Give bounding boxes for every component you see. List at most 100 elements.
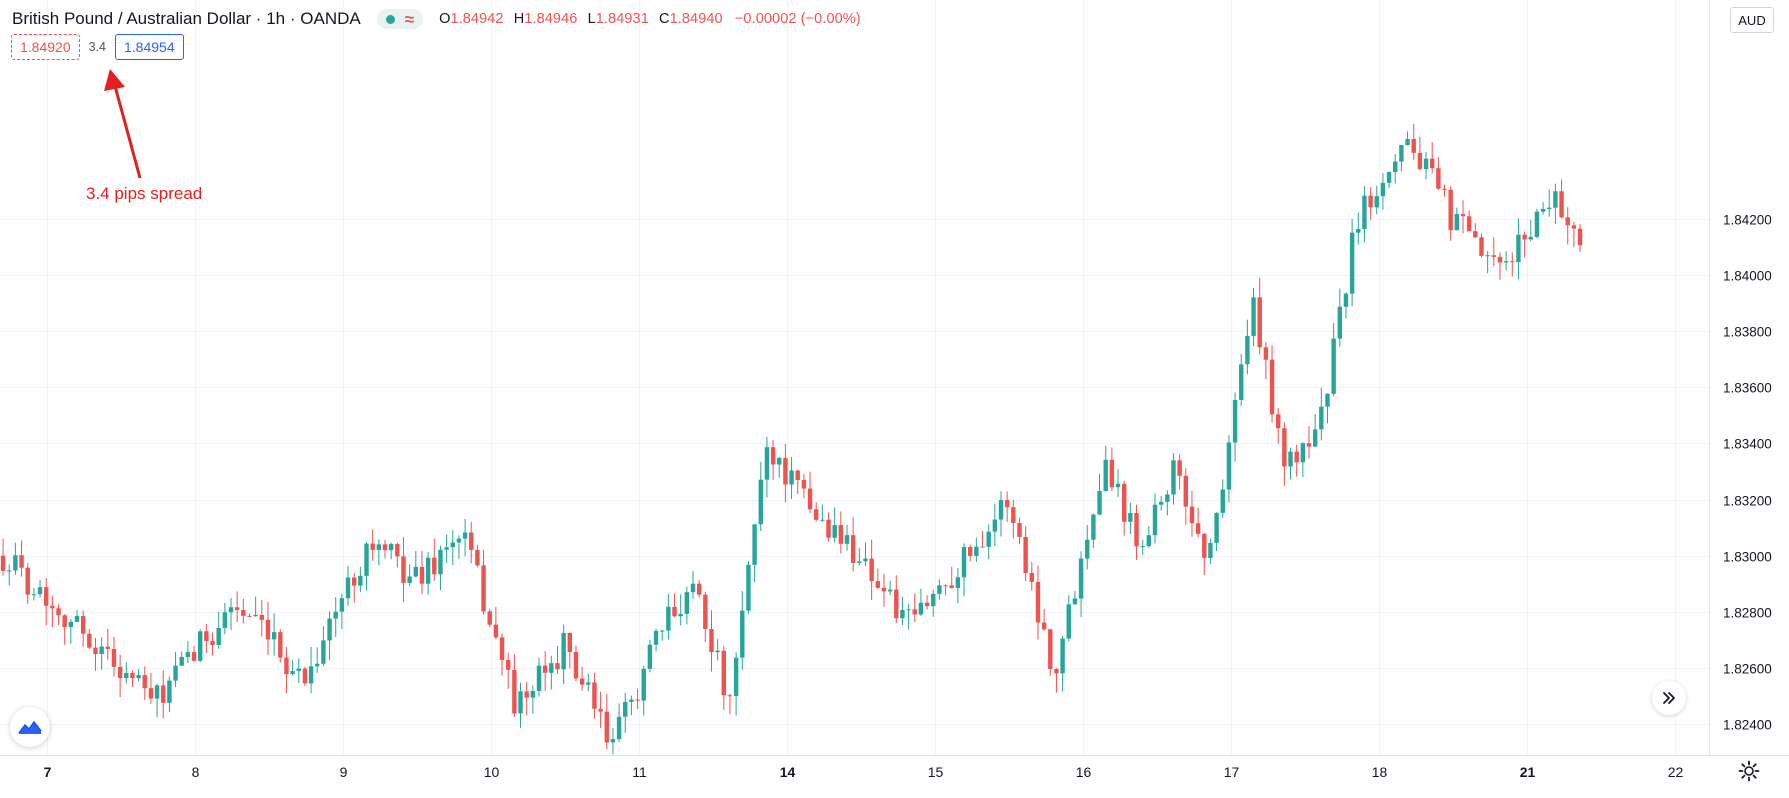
candle-body xyxy=(154,685,160,699)
candle-body xyxy=(493,624,499,638)
candle-body xyxy=(142,675,147,689)
time-tick-label: 7 xyxy=(44,764,52,780)
source-label: OANDA xyxy=(300,9,361,28)
interval-label: 1h xyxy=(266,9,286,28)
candle-body xyxy=(758,479,763,525)
time-tick-label: 8 xyxy=(192,764,200,780)
candle-body xyxy=(530,690,536,698)
candle-body xyxy=(1202,533,1207,558)
candle-body xyxy=(74,616,80,622)
candle-body xyxy=(1497,256,1503,263)
candle-body xyxy=(1165,494,1170,502)
candle-body xyxy=(265,619,271,640)
currency-button[interactable]: AUD xyxy=(1730,7,1774,33)
time-tick-label: 9 xyxy=(340,764,348,780)
candle-body xyxy=(579,678,585,685)
candle-body xyxy=(302,668,308,684)
scroll-to-realtime-button[interactable] xyxy=(1652,681,1686,715)
candle-body xyxy=(1060,638,1065,674)
settings-button[interactable] xyxy=(1736,758,1762,784)
candle-body xyxy=(376,544,382,550)
candle-body xyxy=(1232,399,1238,443)
title-separator: · xyxy=(255,9,262,28)
spread-annotation: 3.4 pips spread xyxy=(86,184,203,203)
sell-button[interactable]: 1.84920 xyxy=(11,34,80,60)
candle-body xyxy=(19,555,24,568)
candle-body xyxy=(247,615,252,617)
candle-body xyxy=(50,605,55,609)
candle-body xyxy=(1134,512,1139,547)
time-tick-label: 14 xyxy=(780,764,796,780)
candle-body xyxy=(1097,491,1102,515)
candle-body xyxy=(998,500,1004,520)
market-status-pill[interactable]: ≈ xyxy=(376,9,424,29)
candle-body xyxy=(419,566,425,584)
candle-body xyxy=(894,589,899,619)
candle-body xyxy=(789,470,794,485)
candle-body xyxy=(838,525,844,544)
candle-body xyxy=(1565,217,1570,226)
candle-body xyxy=(425,557,431,584)
candle-body xyxy=(721,650,726,696)
candle-body xyxy=(1460,213,1466,217)
candle-body xyxy=(382,544,388,551)
candle-body xyxy=(1430,158,1435,169)
candle-body xyxy=(259,614,264,620)
time-tick-label: 18 xyxy=(1372,764,1388,780)
time-tick-label: 10 xyxy=(484,764,500,780)
candle-body xyxy=(1380,182,1386,197)
candle-body xyxy=(105,646,110,649)
candle-body xyxy=(1534,211,1540,237)
double-chevron-right-icon xyxy=(1663,692,1675,704)
high-key: H xyxy=(513,11,525,27)
candle-body xyxy=(1048,629,1053,670)
candle-body xyxy=(814,509,819,520)
candle-body xyxy=(1288,451,1293,467)
close-value: 1.84940 xyxy=(669,11,723,27)
candle-body xyxy=(1066,604,1071,639)
candle-body xyxy=(1417,152,1423,170)
symbol-title[interactable]: British Pound / Australian Dollar · 1h ·… xyxy=(12,9,361,29)
candle-body xyxy=(937,585,942,594)
tradingview-logo-button[interactable] xyxy=(10,707,50,747)
candle-body xyxy=(1103,459,1108,492)
candle-body xyxy=(136,675,141,679)
candle-body xyxy=(1251,297,1256,336)
candle-body xyxy=(887,589,893,592)
candle-body xyxy=(549,663,554,673)
candle-body xyxy=(321,640,326,664)
price-scale[interactable]: 1.84200 1.84000 1.83800 1.83600 1.83400 1.832… xyxy=(1723,213,1772,733)
candle-body xyxy=(573,651,579,679)
candle-body xyxy=(850,535,856,563)
candle-body xyxy=(1128,512,1133,522)
candle-body xyxy=(1226,442,1232,490)
candle-body xyxy=(1054,669,1059,674)
candle-body xyxy=(130,673,135,679)
candle-body xyxy=(912,609,917,615)
candle-body xyxy=(900,609,905,619)
candle-body xyxy=(1072,598,1078,605)
change-value: −0.00002 (−0.00%) xyxy=(734,11,861,27)
candle-body xyxy=(44,587,49,606)
time-scale[interactable]: 7 8 9 10 11 14 15 16 17 18 21 22 xyxy=(44,764,1684,780)
price-tick-label: 1.82600 xyxy=(1723,662,1772,677)
candle-body xyxy=(499,637,505,660)
candle-body xyxy=(1368,195,1373,208)
buy-button[interactable]: 1.84954 xyxy=(115,34,184,60)
candle-body xyxy=(1140,546,1145,548)
candle-body xyxy=(1343,293,1349,307)
candle-body xyxy=(1245,335,1250,365)
candle-body xyxy=(481,565,486,612)
candle-body xyxy=(943,585,948,587)
price-tick-label: 1.84200 xyxy=(1723,213,1772,228)
candle-body xyxy=(1257,297,1262,348)
price-tick-label: 1.83800 xyxy=(1723,325,1772,340)
candle-body xyxy=(1122,483,1127,522)
candle-body xyxy=(271,632,277,640)
candle-body xyxy=(733,657,739,697)
title-separator: · xyxy=(289,9,296,28)
candle-body xyxy=(167,680,172,703)
candle-body xyxy=(1239,364,1244,400)
